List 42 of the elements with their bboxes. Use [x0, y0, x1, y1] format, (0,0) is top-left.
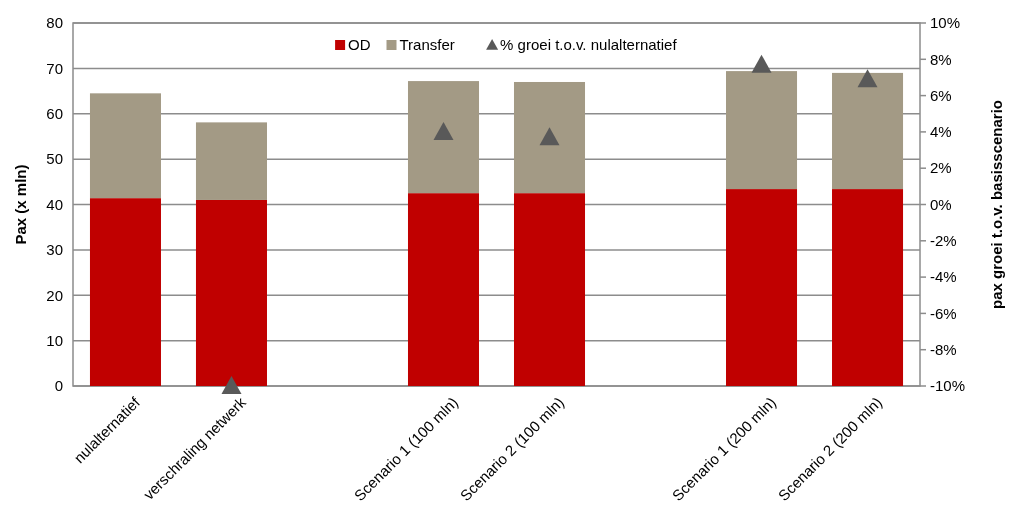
point: [539, 127, 560, 146]
bar: [726, 189, 798, 386]
y2-tick-label: 8%: [930, 50, 952, 68]
y-tick-label: 70: [46, 59, 63, 77]
point: [221, 376, 242, 394]
y2-axis-title: pax groei t.o.v. basisscenario: [988, 100, 1005, 309]
bar: [89, 198, 161, 386]
y2-tick-label: -8%: [930, 340, 957, 358]
y-tick-label: 80: [46, 14, 63, 32]
bar: [407, 81, 480, 194]
point: [751, 54, 772, 73]
y2-tick-label: -2%: [930, 232, 957, 250]
bar: [89, 93, 161, 199]
bar: [195, 122, 267, 200]
point: [857, 69, 878, 88]
y-tick-label: 50: [46, 150, 63, 168]
y2-tick-label: 0%: [930, 195, 952, 213]
bar: [832, 72, 904, 190]
y2-tick-label: -6%: [930, 304, 957, 322]
y2-tick-label: 10%: [930, 14, 961, 32]
legend-label: % groei t.o.v. nulalternatief: [500, 36, 678, 53]
y2-tick-label: 2%: [930, 159, 952, 177]
y-tick-label: 20: [46, 286, 63, 304]
y2-tick-label: 6%: [930, 86, 952, 104]
y-tick-label: 30: [46, 241, 63, 259]
y-tick-label: 0: [54, 377, 63, 395]
point: [433, 121, 454, 140]
y-tick-label: 40: [46, 195, 63, 213]
y-axis-title: Pax (x mln): [12, 164, 29, 245]
y2-tick-label: -4%: [930, 268, 957, 286]
y2-tick-label: 4%: [930, 123, 952, 141]
bar: [195, 199, 267, 386]
y-tick-label: 10: [46, 331, 63, 349]
legend-label: Transfer: [399, 36, 455, 53]
bar: [513, 81, 586, 194]
bar: [726, 71, 798, 190]
bar: [513, 193, 586, 386]
legend-label: OD: [348, 36, 371, 53]
bar: [832, 189, 904, 386]
bar: [407, 193, 480, 386]
y-tick-label: 60: [46, 105, 63, 122]
y2-tick-label: -10%: [930, 377, 966, 395]
